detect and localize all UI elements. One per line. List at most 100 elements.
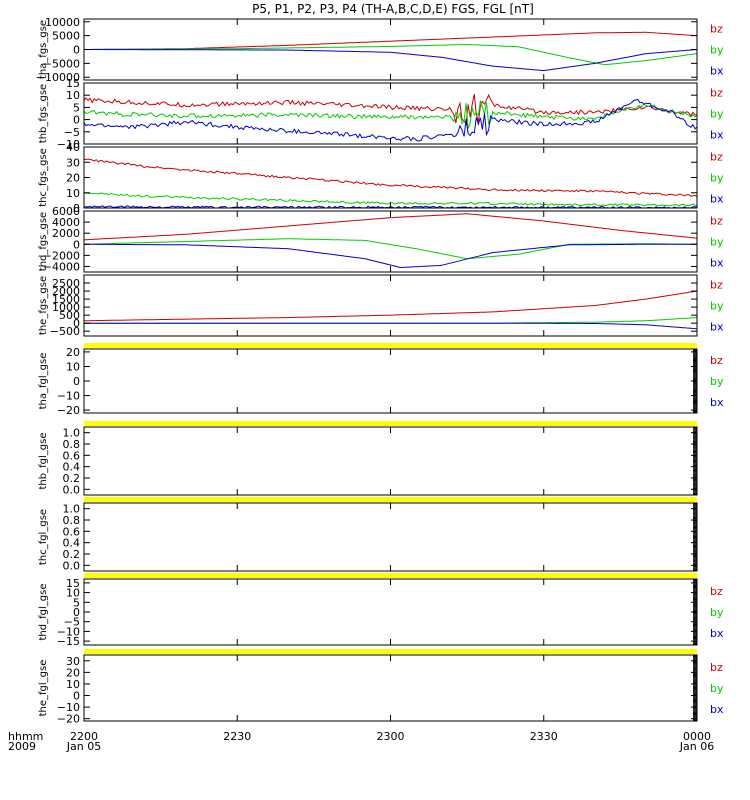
y-tick-label: −5 — [64, 126, 80, 139]
y-tick-label: 30 — [66, 156, 80, 169]
y-tick-label: 20 — [66, 346, 80, 359]
series-line-bz — [83, 290, 698, 322]
y-tick-label: −2000 — [43, 249, 80, 262]
x-tick-sublabel: Jan 06 — [679, 740, 714, 753]
y-tick-label: 0 — [73, 317, 80, 330]
panel-frame — [83, 578, 698, 646]
y-tick-label: 2000 — [52, 227, 80, 240]
y-axis-label: tha_fgs_gse — [38, 20, 49, 79]
panel-thc_fgl_gse: 1.00.80.60.40.20.0 thc_fgl_gse — [38, 497, 698, 572]
legend-bx: bx — [710, 396, 724, 409]
legend-by: by — [710, 682, 724, 695]
y-tick-label: 1500 — [52, 293, 80, 306]
series-line-by — [83, 238, 697, 260]
x-tick-label: 2230 — [223, 730, 251, 743]
y-tick-label: 2500 — [52, 277, 80, 290]
x-tick-label: 2330 — [530, 730, 558, 743]
x-tick-label: 0000 — [683, 730, 711, 743]
y-tick-label: 30 — [66, 655, 80, 668]
y-tick-label: 4000 — [52, 216, 80, 229]
legend-bz: bz — [710, 279, 723, 292]
data-gap-bar — [84, 573, 697, 578]
panel-frame — [83, 274, 698, 337]
y-tick-label: 0 — [73, 606, 80, 619]
y-tick-label: 15 — [66, 77, 80, 90]
y-tick-label: 0.4 — [63, 461, 81, 474]
y-tick-label: 10000 — [45, 16, 80, 29]
y-tick-label: 1.0 — [63, 427, 81, 440]
y-tick-label: 40 — [66, 141, 80, 154]
legend-bx: bx — [710, 193, 724, 206]
y-tick-label: 15 — [66, 577, 80, 590]
y-tick-label: 10 — [66, 678, 80, 691]
legend-bz: bz — [710, 354, 723, 367]
y-axis-label: thc_fgl_gse — [38, 509, 49, 565]
legend-bx: bx — [710, 257, 724, 270]
y-tick-label: 0 — [73, 114, 80, 127]
series-line-bz — [83, 93, 698, 126]
legend-bz: bz — [710, 585, 723, 598]
y-tick-label: −10 — [57, 138, 80, 151]
y-axis-label: thb_fgs_gse — [38, 84, 49, 143]
y-tick-label: 6000 — [52, 205, 80, 218]
y-tick-label: 0.6 — [63, 525, 81, 538]
series-line-bz — [84, 31, 698, 50]
legend-by: by — [710, 172, 724, 185]
series-line-bx — [84, 49, 698, 72]
legend-bz: bz — [710, 151, 723, 164]
legend-bz: bz — [710, 661, 723, 674]
y-tick-label: −15 — [57, 635, 80, 648]
y-tick-label: 0.2 — [63, 472, 81, 485]
legend-by: by — [710, 300, 724, 313]
y-tick-label: 0.0 — [63, 483, 81, 496]
y-tick-label: 0 — [73, 238, 80, 251]
y-tick-label: 10 — [66, 187, 80, 200]
legend-bz: bz — [710, 23, 723, 36]
y-tick-label: 2000 — [52, 285, 80, 298]
data-gap-bar — [84, 421, 697, 426]
legend-bz: bz — [710, 87, 723, 100]
y-axis-label: thb_fgl_gse — [38, 433, 49, 490]
y-axis-label: thd_fgl_gse — [38, 584, 49, 641]
panel-frame — [83, 502, 698, 572]
y-tick-label: 0.0 — [63, 559, 81, 572]
y-axis-label: thd_fgs_gse — [38, 212, 49, 271]
y-tick-label: 5 — [73, 596, 80, 609]
y-tick-label: 0 — [73, 690, 80, 703]
y-tick-label: −500 — [50, 325, 80, 338]
y-tick-label: 500 — [59, 309, 80, 322]
series-line-bx — [84, 322, 698, 330]
y-axis-label: tha_fgl_gse — [38, 353, 49, 410]
legend-bx: bx — [710, 65, 724, 78]
y-tick-label: 5 — [73, 101, 80, 114]
data-gap-bar — [84, 497, 697, 502]
x-tick-label: 2300 — [377, 730, 405, 743]
x-tick-sublabel: Jan 05 — [66, 740, 101, 753]
y-axis-label: thc_fgs_gse — [38, 148, 49, 207]
y-tick-label: 0.8 — [63, 438, 81, 451]
y-tick-label: 20 — [66, 666, 80, 679]
y-tick-label: 0.6 — [63, 449, 81, 462]
panel-frame — [83, 426, 698, 496]
data-gap-bar — [84, 343, 697, 348]
x-tick-label: 2200 — [70, 730, 98, 743]
y-tick-label: 0.2 — [63, 548, 81, 561]
legend-by: by — [710, 606, 724, 619]
y-tick-label: 1000 — [52, 301, 80, 314]
y-tick-label: −10 — [57, 390, 80, 403]
y-tick-label: −5 — [64, 616, 80, 629]
series-line-bx — [84, 243, 697, 269]
y-tick-label: −4000 — [43, 260, 80, 273]
x-axis-corner-label: hhmm — [8, 730, 43, 743]
figure-title: P5, P1, P2, P3, P4 (TH-A,B,C,D,E) FGS, F… — [252, 2, 534, 16]
series-line-bz — [83, 158, 698, 198]
legend-bx: bx — [710, 703, 724, 716]
